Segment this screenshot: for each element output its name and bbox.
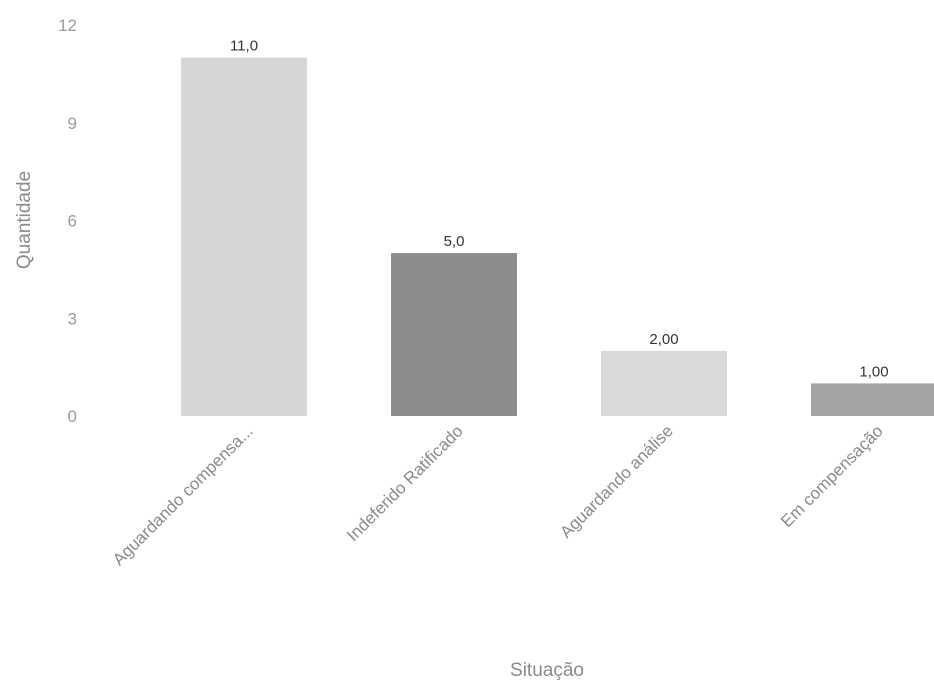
bar-value-label: 2,00 xyxy=(649,331,678,348)
bar[interactable] xyxy=(391,253,517,416)
x-axis-title: Situação xyxy=(510,660,584,681)
y-axis-title: Quantidade xyxy=(14,171,35,269)
bar-value-label: 5,0 xyxy=(444,233,465,250)
value-labels: 11,0 5,0 2,00 1,00 xyxy=(230,38,889,381)
y-tick-label: 6 xyxy=(68,212,77,231)
y-tick-label: 12 xyxy=(58,16,77,35)
x-tick-label: Indeferido Ratificado xyxy=(343,421,467,545)
x-tick-label: Em compensação xyxy=(777,421,887,531)
bars xyxy=(181,57,934,416)
y-tick-label: 3 xyxy=(68,309,77,328)
x-axis-category-labels: Aguardando compensa... Indeferido Ratific… xyxy=(109,421,887,569)
x-tick-label: Aguardando compensa... xyxy=(109,421,257,569)
bar-value-label: 1,00 xyxy=(859,363,888,380)
y-tick-label: 9 xyxy=(68,114,77,133)
bar[interactable] xyxy=(181,57,307,416)
bar[interactable] xyxy=(811,383,934,416)
x-tick-label: Aguardando análise xyxy=(556,421,676,541)
y-axis-ticks: 0 3 6 9 12 xyxy=(58,16,77,426)
y-tick-label: 0 xyxy=(68,407,77,426)
bar-value-label: 11,0 xyxy=(230,38,258,55)
bar[interactable] xyxy=(601,350,727,416)
